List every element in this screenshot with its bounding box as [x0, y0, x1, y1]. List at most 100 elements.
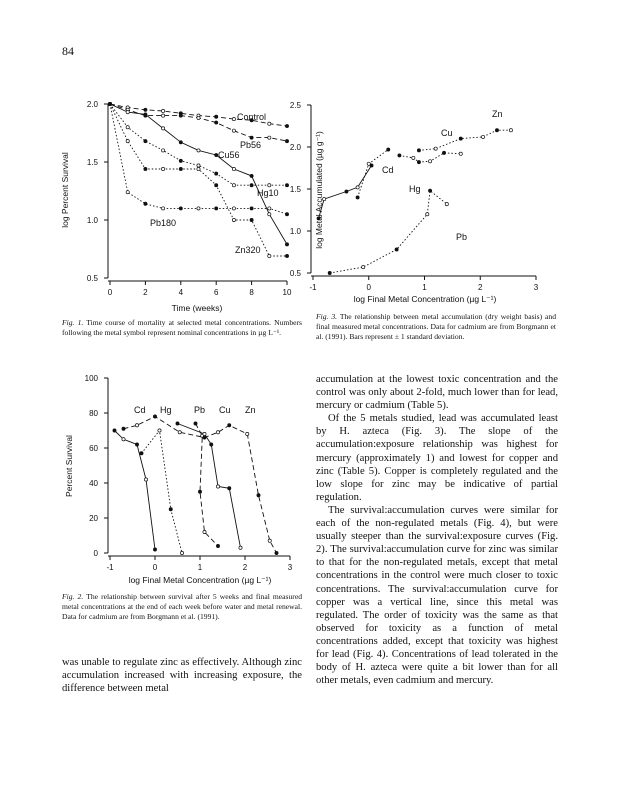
series-label: Zn320 [235, 245, 261, 255]
data-point [355, 185, 360, 190]
x-tick-label: -1 [106, 563, 114, 572]
y-axis-label: Percent Survival [64, 435, 74, 497]
series-line-zn [418, 129, 511, 151]
data-point [285, 212, 289, 217]
data-point [209, 442, 214, 447]
paragraph: The survival:accumulation curves were si… [316, 504, 558, 687]
x-tick-label: 6 [214, 288, 219, 297]
data-point [161, 109, 166, 113]
y-tick-label: 80 [89, 409, 98, 418]
y-tick-label: 0.5 [290, 269, 302, 278]
data-point [425, 212, 430, 217]
data-point [433, 146, 438, 151]
data-point [327, 271, 332, 275]
data-point [214, 171, 219, 176]
figure-3-caption: Fig. 3. The relationship between metal a… [316, 312, 556, 342]
data-point [227, 423, 232, 428]
data-point [214, 183, 219, 188]
data-point [143, 201, 148, 206]
data-point [267, 254, 272, 258]
y-tick-label: 100 [85, 374, 99, 383]
x-tick-label: 0 [367, 283, 372, 292]
y-tick-label: 0 [94, 549, 99, 558]
data-point [143, 107, 148, 112]
data-point [267, 206, 272, 211]
series-label: Pb180 [150, 218, 176, 228]
series-label: Cd [382, 165, 394, 175]
caption-text: Time course of mortality at selected met… [62, 318, 302, 337]
data-point [267, 183, 272, 188]
data-point [216, 484, 220, 489]
data-point [322, 197, 327, 202]
data-point [216, 544, 220, 548]
data-point [238, 545, 243, 550]
series-line-cu [177, 423, 241, 548]
data-point [214, 114, 219, 119]
data-point [366, 161, 371, 166]
data-point [135, 442, 139, 447]
x-axis-label: log Final Metal Concentration (µg L⁻¹) [129, 575, 272, 585]
data-point [256, 493, 261, 498]
x-axis-label: log Final Metal Concentration (µg L⁻¹) [354, 294, 497, 304]
data-point [196, 115, 201, 120]
paragraph: accumulation at the lowest toxic concent… [316, 374, 558, 412]
data-point [135, 423, 139, 428]
series-label: Cu [219, 405, 231, 415]
data-point [216, 430, 220, 435]
data-point [231, 128, 236, 133]
x-tick-label: 0 [153, 563, 158, 572]
data-point [144, 477, 148, 482]
data-point [227, 486, 232, 491]
series-label: Zn [245, 405, 256, 415]
y-tick-label: 60 [89, 444, 98, 453]
data-point [274, 551, 279, 555]
data-point [153, 414, 157, 419]
series-label: Control [237, 112, 266, 122]
x-axis-label: Time (weeks) [172, 303, 223, 313]
series-label: Zn [492, 109, 503, 119]
y-axis-label: log Percent Survival [60, 152, 70, 228]
y-tick-label: 1.5 [290, 185, 302, 194]
data-point [249, 173, 254, 178]
x-tick-label: 1 [198, 563, 203, 572]
data-point [394, 247, 399, 252]
data-point [157, 428, 162, 433]
data-point [249, 218, 254, 222]
data-point [458, 136, 463, 141]
y-axis-label: log Metal Accumulated (µg g⁻¹) [314, 131, 324, 249]
data-point [198, 489, 202, 494]
data-point [168, 507, 173, 512]
series-line-cd [114, 430, 156, 550]
data-point [231, 183, 236, 188]
plot-area: -1 0 1 2 3 0 20 40 60 80 100 Cd Hg Pb Cu Zn [85, 374, 293, 572]
data-point [178, 158, 183, 163]
data-point [361, 265, 366, 270]
x-tick-label: 8 [249, 288, 254, 297]
y-tick-label: 40 [89, 479, 98, 488]
series-line-cu [399, 152, 461, 163]
y-tick-label: 1.0 [87, 216, 99, 225]
data-point [285, 254, 289, 258]
caption-text: The relationship between survival after … [62, 592, 303, 621]
data-point [214, 206, 219, 211]
y-tick-label: 0.5 [87, 274, 99, 283]
page-number: 84 [62, 44, 74, 58]
data-point [178, 167, 183, 171]
data-point [231, 218, 236, 222]
data-point [161, 113, 166, 118]
data-point [285, 124, 289, 128]
y-tick-label: 1.5 [87, 158, 99, 167]
series-label: Cu [441, 128, 453, 138]
caption-label: Fig. 3. [316, 312, 338, 321]
data-point [285, 242, 289, 247]
data-point [112, 428, 117, 433]
data-point [125, 110, 130, 115]
data-point [245, 432, 250, 436]
series-label: Cd [134, 405, 146, 415]
series-label: Cu56 [218, 150, 240, 160]
data-point [143, 139, 148, 144]
series-line-hg [141, 429, 183, 554]
